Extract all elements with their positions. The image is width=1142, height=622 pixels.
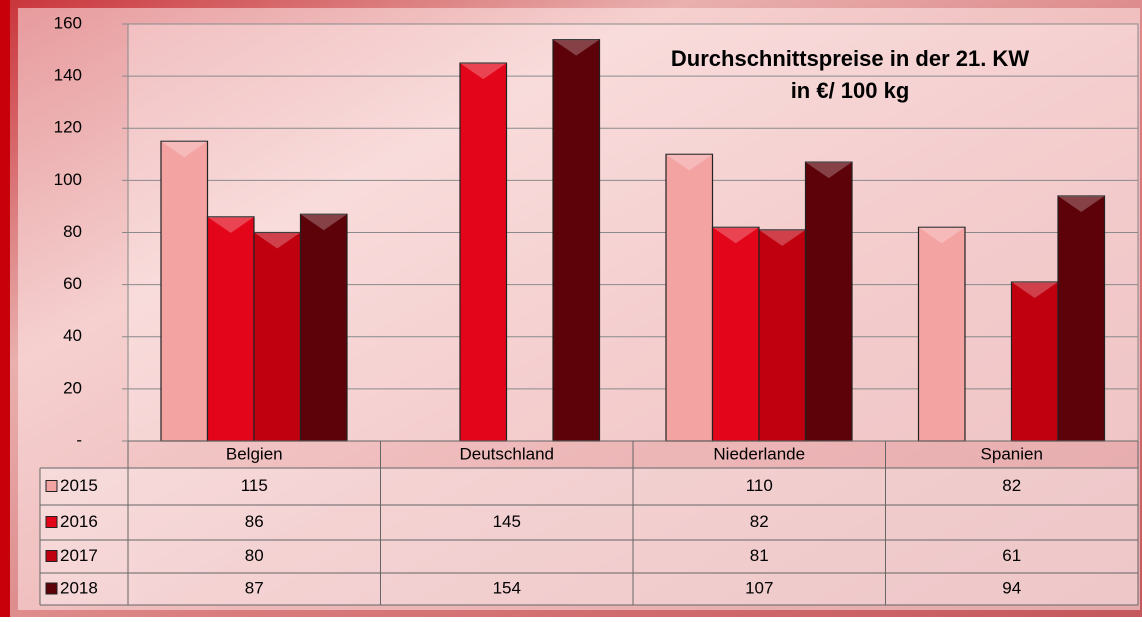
table-value: 82: [750, 512, 769, 531]
bar: [711, 226, 760, 442]
table-bg: [40, 468, 1138, 605]
bar: [160, 140, 209, 442]
table-value: 61: [1002, 546, 1021, 565]
legend-label: 2018: [60, 578, 98, 597]
legend-swatch: [45, 516, 58, 528]
y-tick-label: 60: [63, 274, 82, 293]
bar-bevel: [712, 227, 759, 244]
table-value: 94: [1002, 578, 1021, 597]
bar-bevel: [161, 141, 208, 158]
y-tick-label: 140: [54, 66, 82, 85]
table-value: 81: [750, 546, 769, 565]
bar: [206, 216, 255, 442]
bar: [1010, 281, 1059, 442]
y-tick-label: -: [76, 430, 82, 449]
legend-swatch: [45, 582, 58, 595]
legend-label: 2015: [60, 476, 98, 495]
y-tick-label: 80: [63, 222, 82, 241]
table-value: 86: [245, 512, 264, 531]
bar: [253, 231, 302, 442]
bar: [665, 153, 714, 442]
chart-title: Durchschnittspreise in der 21. KW: [671, 46, 1029, 71]
legend-label: 2016: [60, 512, 98, 531]
bar-bevel: [666, 154, 713, 171]
bar: [1057, 195, 1106, 442]
left-stripe: [0, 0, 10, 617]
x-tick-label: Spanien: [981, 444, 1043, 463]
bar: [552, 39, 601, 442]
table-value: 80: [245, 546, 264, 565]
bar-bevel: [759, 229, 806, 246]
table-value: 87: [245, 578, 264, 597]
table-value: 115: [241, 476, 268, 495]
legend-swatch: [45, 550, 58, 562]
bar-bevel: [460, 63, 507, 80]
bar-bevel: [918, 227, 965, 244]
chart-subtitle: in €/ 100 kg: [791, 78, 910, 103]
y-tick-label: 20: [63, 378, 82, 397]
x-tick-label: Deutschland: [459, 444, 554, 463]
bar-bevel: [1058, 196, 1105, 213]
bar: [299, 213, 348, 442]
bar-bevel: [254, 232, 301, 249]
bar: [917, 226, 966, 442]
bar: [804, 161, 853, 442]
table-value: 82: [1002, 476, 1021, 495]
y-tick-label: 100: [54, 170, 82, 189]
bar: [758, 229, 807, 442]
y-tick-label: 120: [54, 118, 82, 137]
table-value: 107: [745, 578, 773, 597]
bar-bevel: [805, 162, 852, 179]
y-tick-label: 160: [54, 13, 82, 32]
legend-label: 2017: [60, 546, 98, 565]
bar-bevel: [1011, 282, 1058, 299]
bar-bevel: [207, 216, 254, 233]
x-tick-label: Niederlande: [713, 444, 805, 463]
x-tick-label: Belgien: [226, 444, 283, 463]
bar: [459, 62, 508, 442]
table-value: 145: [493, 512, 521, 531]
table-value: 154: [493, 578, 521, 597]
bar-bevel: [553, 39, 600, 56]
table-value: 110: [746, 476, 773, 495]
legend-swatch: [45, 480, 58, 492]
bar-bevel: [300, 214, 347, 231]
y-tick-label: 40: [63, 326, 82, 345]
